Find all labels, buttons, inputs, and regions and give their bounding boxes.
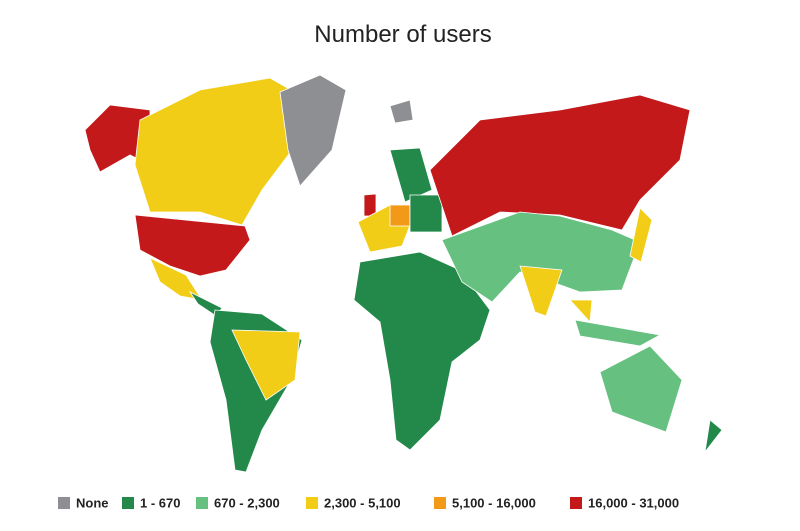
- scandinavia: [389, 147, 433, 203]
- southeast-asia: [569, 299, 593, 323]
- eastern-europe: [409, 194, 443, 233]
- india: [519, 265, 563, 317]
- legend-swatch: [434, 497, 446, 509]
- canada: [134, 77, 301, 226]
- iceland: [389, 99, 414, 124]
- australia: [599, 345, 683, 433]
- uk: [363, 193, 377, 217]
- new-zealand: [704, 419, 723, 453]
- asia: [441, 211, 641, 303]
- legend-swatch: [570, 497, 582, 509]
- legend-label: 5,100 - 16,000: [452, 495, 536, 510]
- mexico: [149, 257, 203, 301]
- legend-swatch: [122, 497, 134, 509]
- map-title: Number of users: [314, 21, 491, 48]
- japan: [629, 207, 653, 263]
- legend-label: 1 - 670: [140, 495, 180, 510]
- greenland: [279, 74, 347, 187]
- indonesia: [574, 319, 662, 347]
- legend-label: None: [76, 495, 109, 510]
- germany: [389, 204, 411, 227]
- brazil: [231, 329, 301, 401]
- legend-label: 2,300 - 5,100: [324, 495, 401, 510]
- legend-swatch: [58, 497, 70, 509]
- usa: [134, 214, 251, 277]
- legend-label: 16,000 - 31,000: [588, 495, 679, 510]
- legend-swatch: [196, 497, 208, 509]
- russia: [429, 94, 691, 237]
- legend-swatch: [306, 497, 318, 509]
- legend: None 1 - 670 670 - 2,300 2,300 - 5,100 5,100…: [58, 495, 679, 510]
- world-map: [84, 74, 723, 473]
- legend-label: 670 - 2,300: [214, 495, 280, 510]
